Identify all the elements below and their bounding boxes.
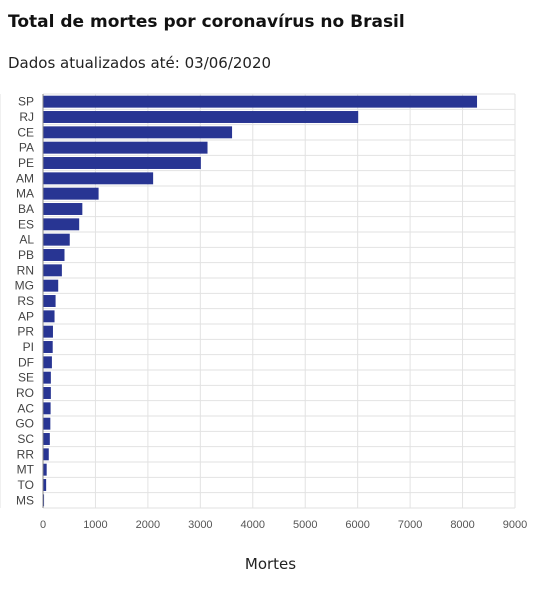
bar-ro[interactable]	[43, 387, 51, 399]
x-tick-label: 4000	[241, 519, 265, 531]
bar-am[interactable]	[43, 172, 154, 185]
grid-lines	[0, 93, 516, 509]
category-label-pr: PR	[17, 325, 34, 339]
bar-rs[interactable]	[43, 295, 56, 307]
bar-rj[interactable]	[43, 111, 359, 123]
bar-go[interactable]	[43, 417, 51, 430]
category-label-es: ES	[18, 217, 34, 231]
bar-ap[interactable]	[43, 310, 55, 323]
x-tick-label: 8000	[450, 519, 474, 531]
bar-pi[interactable]	[43, 341, 53, 353]
category-label-pi: PI	[23, 340, 34, 354]
category-label-ba: BA	[18, 202, 34, 216]
category-label-pe: PE	[18, 156, 34, 170]
bar-ma[interactable]	[43, 187, 99, 200]
x-tick-label: 5000	[293, 519, 317, 531]
category-label-rs: RS	[17, 294, 34, 308]
x-axis-label: Mortes	[244, 555, 297, 573]
category-label-ma: MA	[16, 187, 34, 201]
bar-ce[interactable]	[43, 126, 233, 139]
bar-rr[interactable]	[43, 448, 49, 461]
x-tick-label: 0	[40, 519, 46, 531]
bars	[43, 95, 478, 507]
bar-pe[interactable]	[43, 157, 201, 169]
x-tick-label: 6000	[345, 519, 369, 531]
bar-df[interactable]	[43, 356, 52, 369]
category-label-pa: PA	[19, 141, 34, 155]
x-tick-label: 3000	[188, 519, 212, 531]
category-label-am: AM	[16, 171, 34, 185]
bar-es[interactable]	[43, 218, 80, 231]
bar-ms[interactable]	[43, 494, 45, 507]
category-label-to: TO	[18, 478, 34, 492]
bar-sp[interactable]	[43, 95, 478, 108]
category-label-rr: RR	[17, 447, 35, 461]
category-label-ap: AP	[18, 309, 34, 323]
bar-al[interactable]	[43, 233, 70, 246]
x-tick-label: 2000	[136, 519, 160, 531]
bar-sc[interactable]	[43, 433, 50, 445]
x-tick-label: 1000	[83, 519, 107, 531]
bar-to[interactable]	[43, 479, 47, 491]
category-label-mg: MG	[15, 279, 34, 293]
x-axis-ticks: 0 1000 2000 3000 4000 5000 6000 7000 8000 9000	[40, 519, 527, 531]
x-tick-label: 9000	[503, 519, 527, 531]
category-label-mt: MT	[17, 463, 35, 477]
category-label-sp: SP	[18, 95, 34, 109]
bar-se[interactable]	[43, 371, 51, 384]
category-label-sc: SC	[17, 432, 34, 446]
bar-pa[interactable]	[43, 141, 208, 154]
category-label-ac: AC	[17, 401, 34, 415]
category-label-rj: RJ	[19, 110, 34, 124]
x-tick-label: 7000	[398, 519, 422, 531]
bar-rn[interactable]	[43, 264, 62, 277]
category-label-rn: RN	[17, 263, 34, 277]
chart-subtitle: Dados atualizados até: 03/06/2020	[8, 54, 272, 72]
chart-title: Total de mortes por coronavírus no Brasi…	[8, 12, 405, 32]
category-label-pb: PB	[18, 248, 34, 262]
bar-mt[interactable]	[43, 463, 47, 476]
category-label-se: SE	[18, 371, 34, 385]
bar-ac[interactable]	[43, 402, 51, 415]
category-label-ce: CE	[17, 125, 34, 139]
bar-ba[interactable]	[43, 203, 83, 215]
bar-mg[interactable]	[43, 279, 59, 292]
bar-pb[interactable]	[43, 249, 65, 261]
category-label-ro: RO	[16, 386, 34, 400]
category-label-df: DF	[18, 355, 34, 369]
category-label-al: AL	[19, 233, 34, 247]
category-label-go: GO	[15, 417, 34, 431]
bar-pr[interactable]	[43, 325, 53, 338]
category-label-ms: MS	[16, 493, 34, 507]
